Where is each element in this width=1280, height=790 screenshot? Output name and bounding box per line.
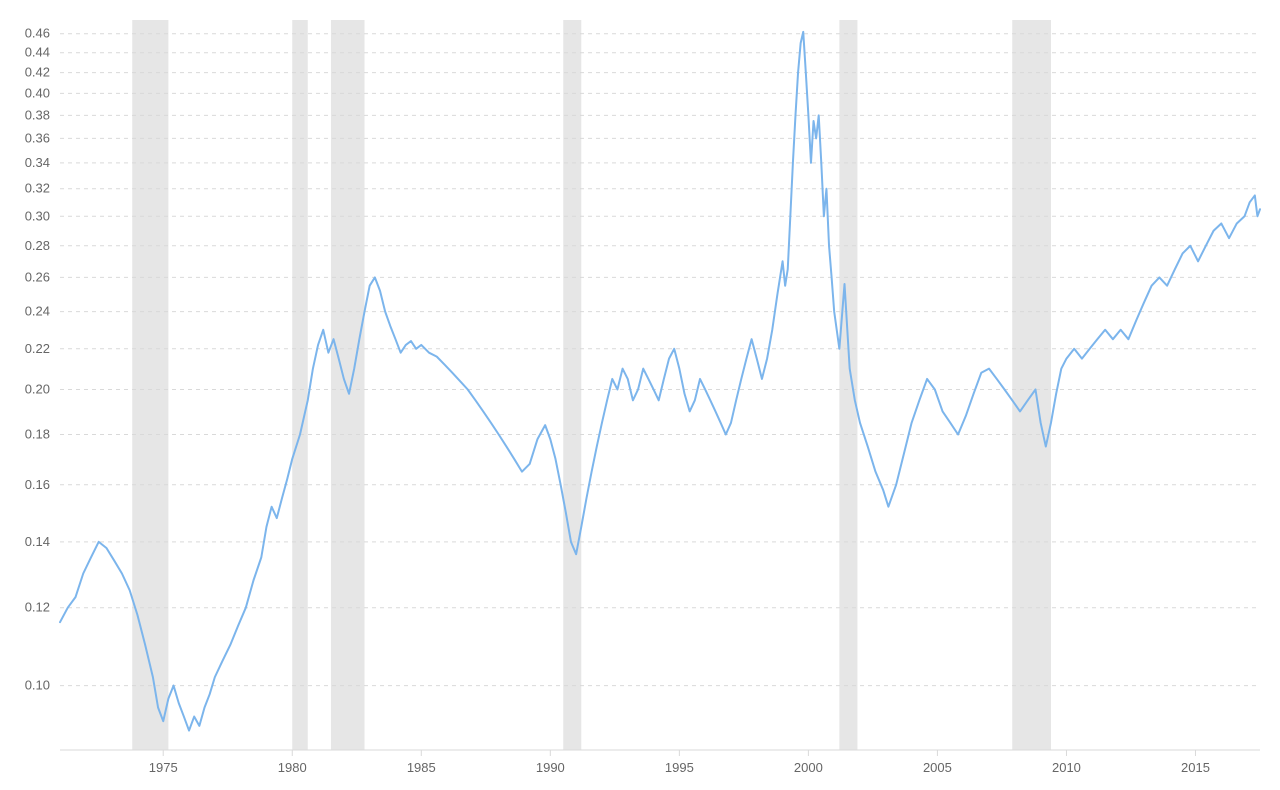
y-tick-label: 0.18 (25, 426, 50, 441)
x-tick-label: 2000 (794, 760, 823, 775)
y-tick-label: 0.28 (25, 238, 50, 253)
y-tick-label: 0.20 (25, 381, 50, 396)
x-tick-label: 2005 (923, 760, 952, 775)
line-chart: 0.10 0.12 0.14 0.16 0.18 0.20 0.22 0.24 0.26 0.28… (0, 0, 1280, 790)
recession-band (292, 20, 307, 750)
y-tick-label: 0.40 (25, 85, 50, 100)
y-tick-label: 0.34 (25, 155, 50, 170)
x-tick-label: 2015 (1181, 760, 1210, 775)
x-tick-label: 1980 (278, 760, 307, 775)
y-tick-label: 0.14 (25, 534, 50, 549)
y-tick-label: 0.46 (25, 26, 50, 41)
y-tick-label: 0.36 (25, 130, 50, 145)
y-tick-label: 0.12 (25, 600, 50, 615)
recession-band (331, 20, 365, 750)
x-tick-label: 1995 (665, 760, 694, 775)
y-tick-label: 0.10 (25, 678, 50, 693)
x-tick-label: 2010 (1052, 760, 1081, 775)
chart-background (0, 0, 1280, 790)
y-tick-label: 0.22 (25, 341, 50, 356)
x-tick-label: 1985 (407, 760, 436, 775)
y-tick-label: 0.42 (25, 65, 50, 80)
recession-band (839, 20, 857, 750)
y-tick-label: 0.30 (25, 208, 50, 223)
x-tick-label: 1990 (536, 760, 565, 775)
y-tick-label: 0.26 (25, 269, 50, 284)
chart-container: 0.10 0.12 0.14 0.16 0.18 0.20 0.22 0.24 0.26 0.28… (0, 0, 1280, 790)
y-tick-label: 0.16 (25, 477, 50, 492)
y-tick-label: 0.44 (25, 45, 50, 60)
recession-band (132, 20, 168, 750)
x-tick-label: 1975 (149, 760, 178, 775)
y-tick-label: 0.38 (25, 107, 50, 122)
recession-band (563, 20, 581, 750)
y-tick-label: 0.32 (25, 181, 50, 196)
recession-band (1012, 20, 1051, 750)
y-tick-label: 0.24 (25, 304, 50, 319)
